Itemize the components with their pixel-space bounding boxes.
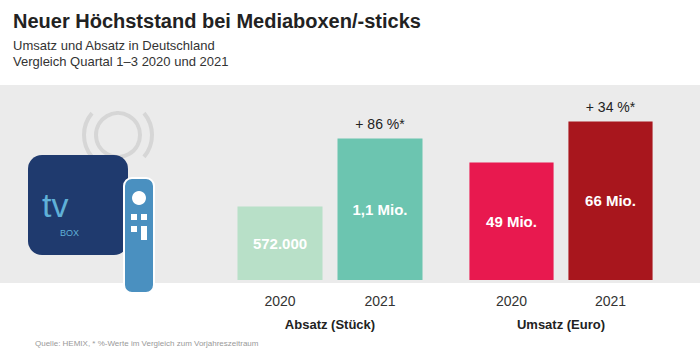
svg-text:Neuer Höchststand bei Mediabox: Neuer Höchststand bei Mediaboxen/-sticks [13, 10, 421, 32]
svg-text:572.000: 572.000 [253, 235, 307, 252]
svg-text:2020: 2020 [264, 293, 295, 309]
svg-text:Umsatz und Absatz in Deutschla: Umsatz und Absatz in Deutschland [13, 38, 215, 53]
svg-text:Quelle: HEMIX, * %-Werte im Ve: Quelle: HEMIX, * %-Werte im Vergleich zu… [35, 339, 259, 348]
svg-text:66 Mio.: 66 Mio. [585, 192, 636, 209]
svg-text:tv: tv [42, 186, 68, 224]
svg-text:Absatz (Stück): Absatz (Stück) [285, 317, 375, 332]
svg-text:Umsatz (Euro): Umsatz (Euro) [517, 317, 605, 332]
svg-text:2020: 2020 [496, 293, 527, 309]
svg-text:+ 34 %*: + 34 %* [586, 99, 636, 115]
svg-text:Vergleich Quartal 1–3 2020 und: Vergleich Quartal 1–3 2020 und 2021 [13, 54, 228, 69]
svg-text:2021: 2021 [364, 293, 395, 309]
svg-text:49 Mio.: 49 Mio. [486, 213, 537, 230]
svg-text:+ 86 %*: + 86 %* [355, 116, 405, 132]
svg-text:1,1 Mio.: 1,1 Mio. [352, 201, 407, 218]
svg-text:BOX: BOX [60, 228, 79, 238]
svg-text:2021: 2021 [595, 293, 626, 309]
